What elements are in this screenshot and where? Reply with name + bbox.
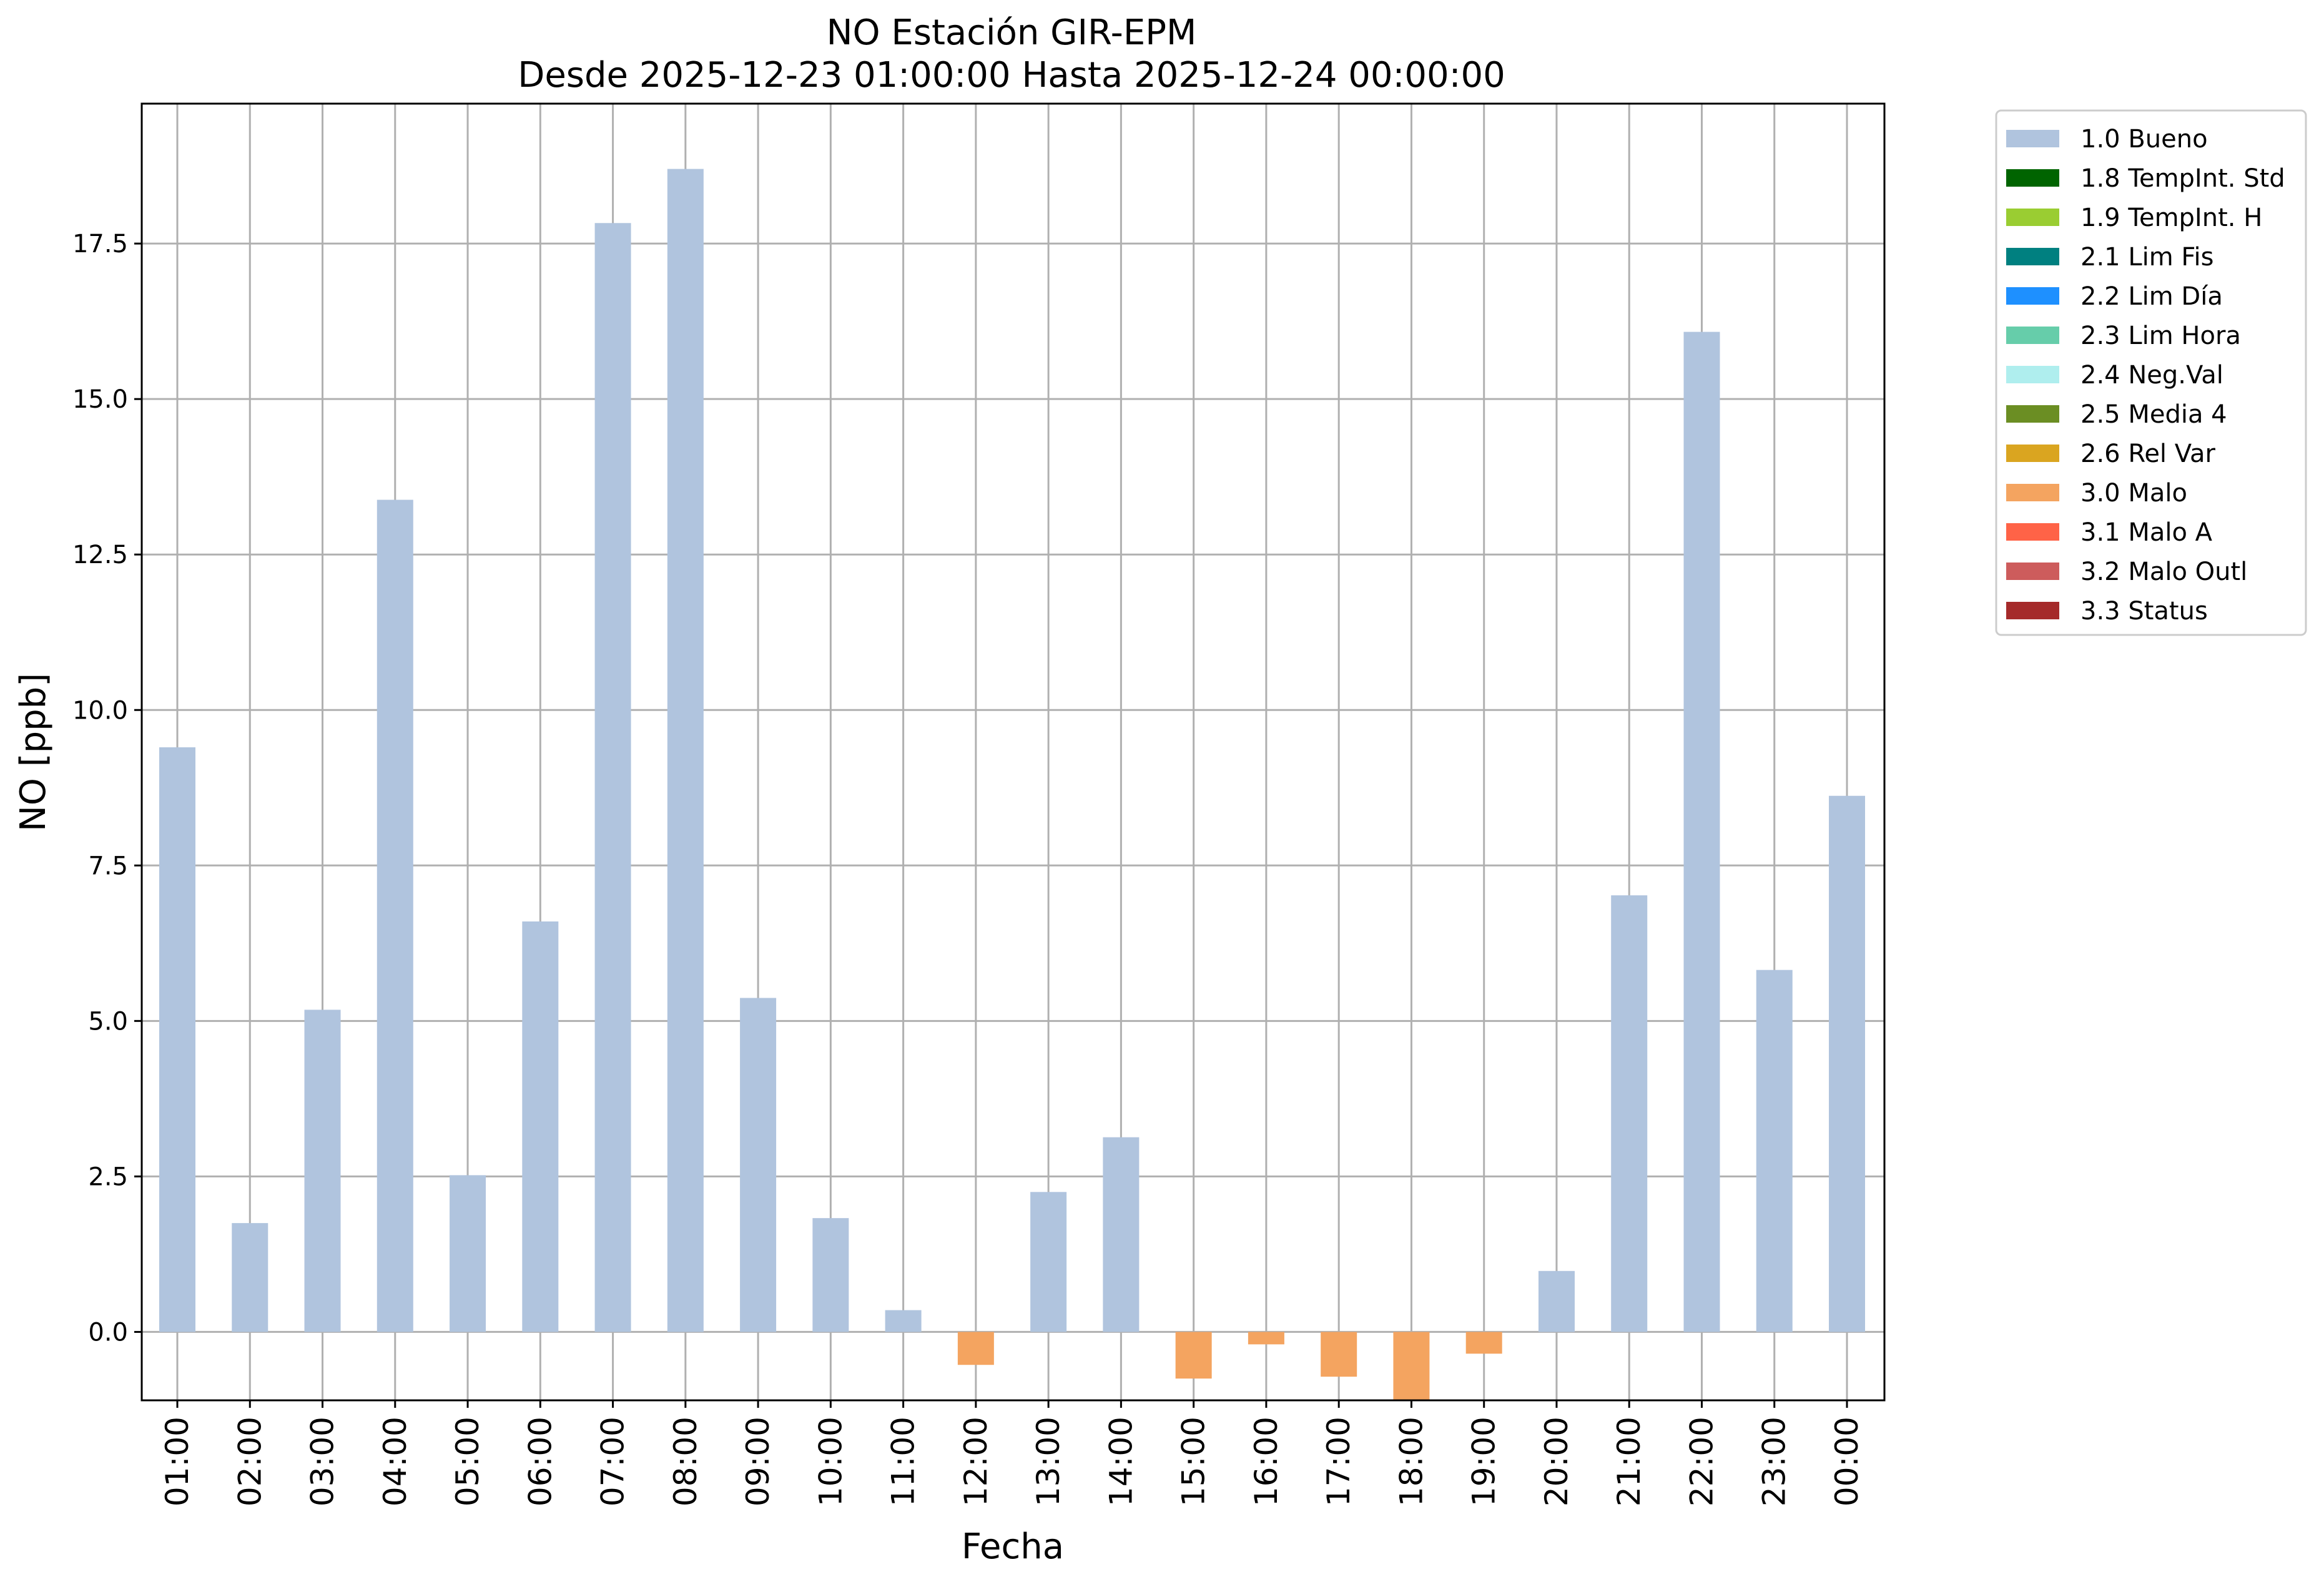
x-tick-label: 10:00 [812, 1417, 849, 1506]
bar [232, 1223, 268, 1332]
legend-swatch [2006, 130, 2059, 147]
legend-label: 1.0 Bueno [2080, 125, 2208, 154]
y-axis-ticks: 0.0 2.5 5.0 7.5 10.0 12.5 15.0 17.5 [72, 230, 142, 1347]
bar [740, 998, 777, 1332]
x-tick-label: 15:00 [1176, 1417, 1212, 1506]
legend-frame [1995, 109, 2307, 636]
chart-subtitle: Desde 2025-12-23 01:00:00 Hasta 2025-12-… [518, 55, 1505, 96]
x-tick-label: 02:00 [232, 1417, 268, 1506]
x-tick-label: 11:00 [885, 1417, 922, 1506]
bar [1611, 895, 1648, 1332]
x-axis-label: Fecha [962, 1526, 1064, 1567]
legend-label: 2.6 Rel Var [2080, 440, 2216, 468]
legend-label: 2.5 Media 4 [2080, 400, 2227, 429]
bar [812, 1218, 849, 1332]
y-tick-label: 10.0 [72, 696, 128, 725]
legend-swatch [2006, 445, 2059, 462]
bar [1321, 1332, 1357, 1377]
bar [885, 1310, 922, 1332]
legend-label: 1.8 TempInt. Std [2080, 164, 2285, 193]
y-tick-label: 15.0 [72, 385, 128, 414]
y-tick-label: 5.0 [88, 1007, 128, 1036]
legend-label: 3.0 Malo [2080, 479, 2187, 508]
x-tick-label: 06:00 [522, 1417, 558, 1506]
bar [1829, 795, 1865, 1332]
x-tick-label: 09:00 [740, 1417, 776, 1506]
bar [594, 223, 631, 1332]
legend-label: 3.2 Malo Outl [2080, 558, 2247, 586]
legend-swatch [2006, 563, 2059, 580]
chart-title: NO Estación GIR-EPM [827, 12, 1197, 53]
bar [667, 169, 704, 1332]
legend-swatch [2006, 209, 2059, 226]
bar [159, 747, 195, 1332]
bar [1683, 332, 1720, 1332]
y-tick-label: 12.5 [72, 541, 128, 569]
bar [1103, 1137, 1140, 1332]
legend-label: 1.9 TempInt. H [2080, 204, 2262, 232]
bar [1538, 1270, 1575, 1332]
y-tick-label: 17.5 [72, 230, 128, 258]
x-tick-label: 12:00 [958, 1417, 994, 1506]
x-tick-label: 05:00 [450, 1417, 486, 1506]
x-tick-label: 03:00 [305, 1417, 341, 1506]
bars [159, 169, 1865, 1400]
legend-swatch [2006, 602, 2059, 619]
legend-swatch [2006, 287, 2059, 305]
legend-label: 2.4 Neg.Val [2080, 361, 2223, 390]
y-tick-label: 2.5 [88, 1162, 128, 1191]
x-tick-label: 08:00 [667, 1417, 704, 1506]
y-tick-label: 0.0 [88, 1318, 128, 1347]
bar [1465, 1332, 1502, 1354]
legend-swatch [2006, 405, 2059, 423]
x-tick-label: 14:00 [1103, 1417, 1139, 1506]
legend-label: 2.3 Lim Hora [2080, 322, 2241, 350]
y-axis-label: NO [ppb] [13, 673, 54, 832]
bar [1030, 1192, 1067, 1332]
x-tick-label: 04:00 [377, 1417, 413, 1506]
bar [1175, 1332, 1212, 1379]
bar [957, 1332, 994, 1365]
bar [1248, 1332, 1284, 1345]
bar [377, 499, 413, 1332]
plot-frame [140, 102, 1886, 1402]
legend-label: 3.3 Status [2080, 597, 2208, 626]
legend: 1.0 Bueno 1.8 TempInt. Std 1.9 TempInt. H 2… [1995, 109, 2307, 636]
x-tick-label: 16:00 [1248, 1417, 1284, 1506]
bar [304, 1010, 341, 1332]
bar [1756, 970, 1793, 1332]
legend-swatch [2006, 484, 2059, 501]
legend-swatch [2006, 169, 2059, 187]
legend-swatch [2006, 327, 2059, 344]
bar [522, 921, 559, 1332]
bar [1393, 1332, 1430, 1400]
legend-label: 2.1 Lim Fis [2080, 243, 2213, 272]
x-tick-label: 19:00 [1466, 1417, 1502, 1506]
x-tick-label: 18:00 [1393, 1417, 1429, 1506]
x-tick-label: 20:00 [1539, 1417, 1575, 1506]
x-tick-label: 17:00 [1321, 1417, 1357, 1506]
legend-swatch [2006, 366, 2059, 383]
legend-label: 3.1 Malo A [2080, 518, 2213, 547]
legend-label: 2.2 Lim Día [2080, 282, 2223, 311]
x-tick-label: 01:00 [159, 1417, 195, 1506]
bar [450, 1175, 486, 1332]
x-tick-label: 07:00 [595, 1417, 631, 1506]
x-tick-label: 22:00 [1683, 1417, 1720, 1506]
x-tick-label: 13:00 [1030, 1417, 1066, 1506]
legend-swatch [2006, 248, 2059, 265]
x-tick-label: 21:00 [1611, 1417, 1647, 1506]
legend-swatch [2006, 523, 2059, 541]
x-axis-ticks: 01:00 02:00 03:00 04:00 05:00 06:00 07:00 08:00… [159, 1400, 1865, 1506]
x-tick-label: 23:00 [1756, 1417, 1793, 1506]
y-tick-label: 7.5 [88, 852, 128, 880]
x-tick-label: 00:00 [1829, 1417, 1865, 1506]
